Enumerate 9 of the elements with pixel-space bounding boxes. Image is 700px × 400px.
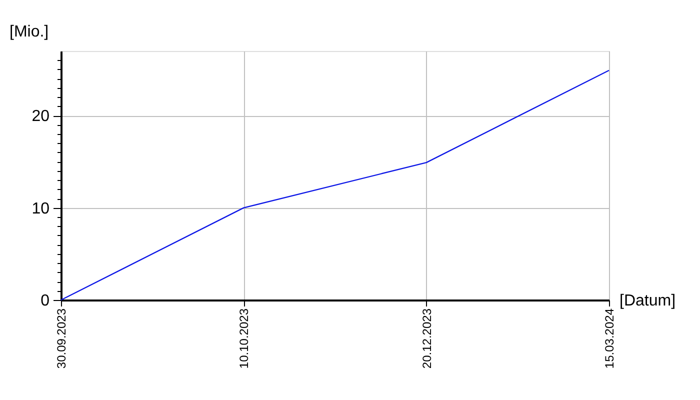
x-tick-label: 10.10.2023	[237, 308, 252, 369]
y-tick-label: 10	[32, 200, 50, 218]
y-tick-label: 20	[32, 108, 50, 126]
x-tick-label: 15.03.2024	[602, 308, 616, 369]
y-axis-title: [Mio.]	[10, 24, 49, 40]
x-tick-label: 30.09.2023	[54, 308, 68, 369]
y-tick-label: 0	[40, 292, 50, 310]
x-axis-title: [Datum]	[620, 292, 676, 310]
x-tick-label: 20.12.2023	[420, 308, 434, 369]
